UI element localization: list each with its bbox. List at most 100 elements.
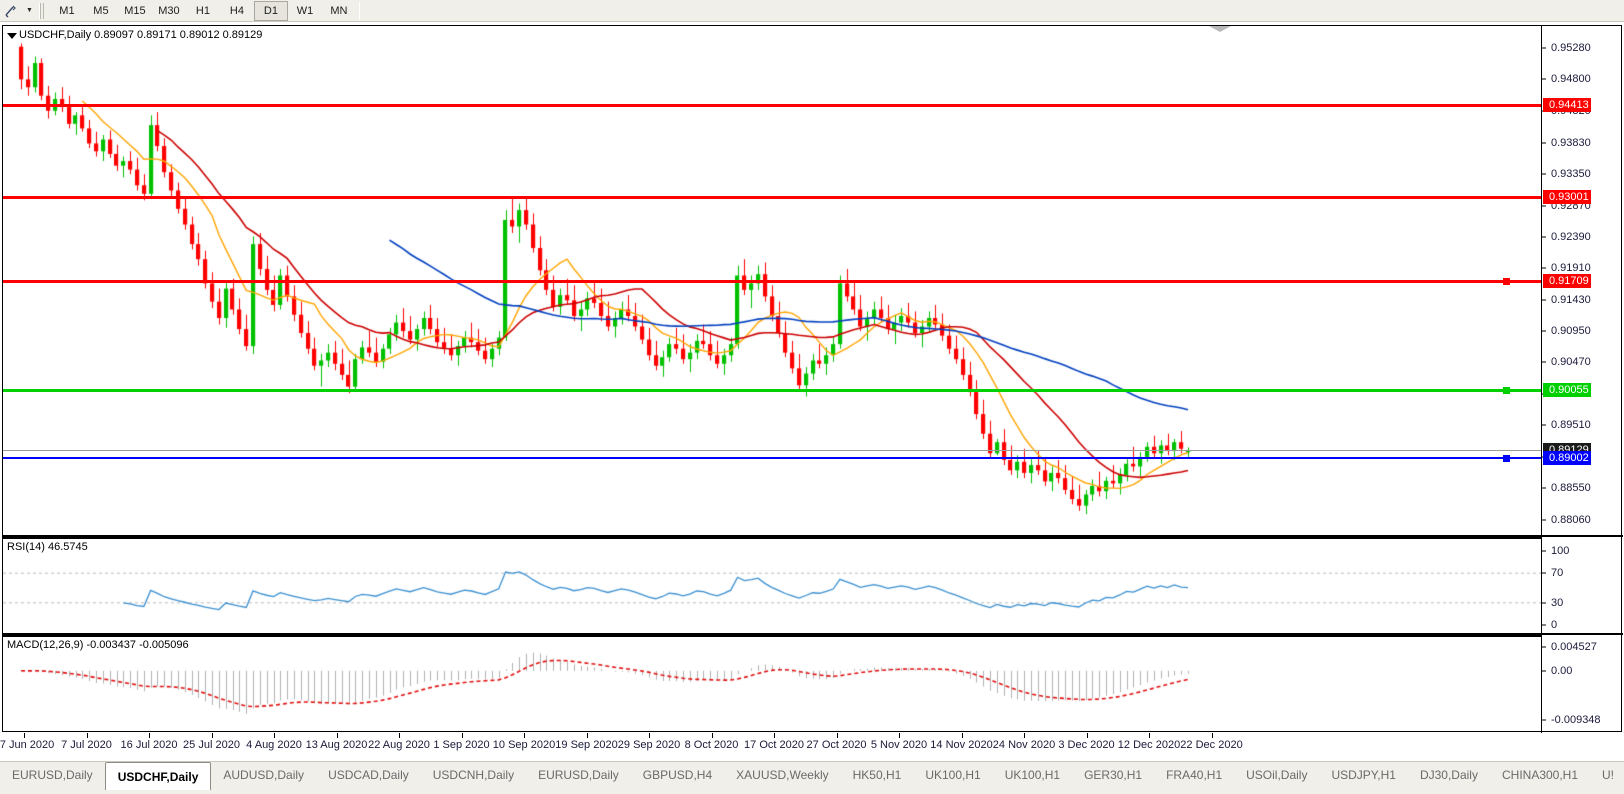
timeframe-button-w1[interactable]: W1 [296, 4, 314, 17]
price-axis-tick [1542, 519, 1546, 521]
chart-tab-usoil-daily[interactable]: USOil,Daily [1246, 768, 1308, 782]
price-level-label-red[interactable]: 0.94413 [1543, 97, 1591, 112]
chart-tab-usdcad-daily[interactable]: USDCAD,Daily [328, 768, 409, 782]
level-line-red[interactable] [3, 280, 1541, 284]
price-axis-tick [1542, 236, 1546, 238]
price-axis-label: 0.91910 [1551, 262, 1591, 275]
time-axis-label: 13 Aug 2020 [305, 739, 368, 751]
time-axis-tick [524, 733, 525, 738]
rsi-axis-tick [1542, 572, 1546, 574]
pane-separator-macd [3, 633, 1623, 635]
chart-tab-hk50-h1[interactable]: HK50,H1 [852, 768, 902, 782]
time-axis-label: 16 Jul 2020 [120, 739, 178, 751]
price-axis-tick [1542, 78, 1546, 80]
rsi-axis-tick [1542, 550, 1546, 552]
chart-tab-ger30-h1[interactable]: GER30,H1 [1084, 768, 1143, 782]
crosshair-cursor-icon[interactable] [0, 1, 22, 21]
level-line-green[interactable] [3, 388, 1541, 392]
rsi-axis-label: 100 [1551, 545, 1570, 557]
rsi-indicator-label: RSI(14) 46.5745 [7, 541, 88, 553]
price-pane[interactable] [3, 26, 1541, 534]
level-line-blue[interactable] [3, 457, 1541, 460]
price-axis-tick [1542, 361, 1546, 363]
rsi-axis-label: 30 [1551, 596, 1564, 609]
price-axis-tick [1542, 487, 1546, 489]
top-toolbar: ▼ M1 M5 M15 M30 H1 H4 D1 W1 MN [0, 0, 1624, 22]
price-axis-tick [1542, 267, 1546, 269]
time-axis-tick [586, 733, 588, 738]
time-axis-tick [899, 733, 900, 738]
timeframe-button-m15[interactable]: M15 [124, 4, 146, 17]
chart-window[interactable]: USDCHF,Daily 0.89097 0.89171 0.89012 0.8… [2, 25, 1623, 733]
toolbar-dropdown-caret[interactable]: ▼ [26, 7, 33, 14]
time-axis-label: 22 Dec 2020 [1180, 739, 1243, 751]
price-axis-label: 0.91430 [1551, 293, 1591, 306]
level-line-handle[interactable] [1503, 278, 1510, 286]
price-level-label-red[interactable]: 0.91709 [1543, 274, 1591, 289]
rsi-pane[interactable]: RSI(14) 46.5745 [3, 537, 1541, 633]
price-level-label-blue[interactable]: 0.89002 [1543, 451, 1591, 466]
price-axis-label: 0.92390 [1551, 230, 1591, 243]
price-axis-label: 0.90470 [1551, 356, 1591, 369]
chart-tab-usdcnh-daily[interactable]: USDCNH,Daily [432, 768, 515, 782]
chart-tab-uk100-h1[interactable]: UK100,H1 [1004, 768, 1061, 782]
macd-chart-canvas [3, 637, 1541, 732]
price-axis-label: 0.90950 [1551, 325, 1591, 338]
chart-tab-usdchf-daily[interactable]: USDCHF,Daily [104, 762, 212, 790]
price-axis-tick [1542, 173, 1546, 175]
timeframe-button-mn[interactable]: MN [330, 4, 348, 17]
rsi-chart-canvas [3, 539, 1541, 633]
time-axis-tick [1211, 733, 1213, 738]
timeframe-button-group: M1 M5 M15 M30 H1 H4 D1 W1 MN [50, 0, 356, 21]
timeframe-button-m30[interactable]: M30 [158, 4, 180, 17]
price-scale[interactable]: 0.952800.948000.943200.938300.933500.928… [1542, 26, 1623, 733]
macd-pane[interactable]: MACD(12,26,9) -0.003437 -0.005096 [3, 635, 1541, 732]
macd-axis-tick [1542, 719, 1546, 721]
toolbar-grip[interactable] [38, 2, 46, 19]
collapse-triangle-icon[interactable] [7, 33, 17, 39]
chart-tab-eurusd-daily[interactable]: EURUSD,Daily [12, 768, 93, 782]
level-line-red[interactable] [3, 195, 1541, 199]
time-axis-tick [149, 733, 150, 738]
time-axis-tick [211, 733, 213, 738]
time-axis-tick [274, 733, 275, 738]
price-chart-canvas[interactable] [3, 26, 1541, 534]
price-axis-tick [1542, 330, 1546, 332]
level-line-handle[interactable] [1503, 386, 1510, 394]
time-scale[interactable]: 27 Jun 2020 7 Jul 2020 16 Jul 2020 25 Jul 2… [0, 733, 1622, 759]
chart-tab-china300-h1[interactable]: CHINA300,H1 [1501, 768, 1579, 782]
timeframe-button-m5[interactable]: M5 [93, 4, 109, 17]
price-axis-divider [1541, 26, 1542, 733]
chart-scroll-thumb[interactable] [1209, 26, 1231, 32]
chart-tab-audusd-daily[interactable]: AUDUSD,Daily [223, 768, 305, 782]
chart-tab-eurusd-daily[interactable]: EURUSD,Daily [538, 768, 619, 782]
time-axis-label: 1 Sep 2020 [433, 739, 490, 751]
time-axis-tick [836, 733, 838, 738]
chart-tab-u![interactable]: U! [1602, 768, 1615, 782]
price-axis-label: 0.88060 [1551, 514, 1591, 526]
time-axis-label: 27 Oct 2020 [806, 739, 867, 751]
price-level-label-green[interactable]: 0.90055 [1543, 382, 1591, 397]
chart-tab-xauusd-weekly[interactable]: XAUUSD,Weekly [736, 768, 829, 782]
chart-symbol-ohlc-label: USDCHF,Daily 0.89097 0.89171 0.89012 0.8… [19, 29, 263, 41]
price-axis-tick [1542, 424, 1546, 426]
price-axis-label: 0.93350 [1551, 168, 1591, 181]
time-axis-label: 12 Dec 2020 [1117, 739, 1181, 751]
timeframe-button-h4[interactable]: H4 [229, 4, 244, 17]
level-line-handle[interactable] [1503, 455, 1510, 463]
level-line-red[interactable] [3, 103, 1541, 107]
timeframe-button-d1[interactable]: D1 [253, 0, 288, 21]
time-axis-tick [1024, 733, 1025, 738]
price-axis-label: 0.94800 [1551, 73, 1591, 86]
chart-tab-dj30-daily[interactable]: DJ30,Daily [1419, 768, 1478, 782]
chart-tab-uk100-h1[interactable]: UK100,H1 [925, 768, 981, 782]
price-level-label-red[interactable]: 0.93001 [1543, 189, 1591, 204]
time-axis-label: 24 Nov 2020 [992, 739, 1056, 751]
macd-axis-label: -0.009348 [1551, 714, 1601, 726]
chart-tab-gbpusd-h4[interactable]: GBPUSD,H4 [642, 768, 713, 782]
chart-tab-usdjpy-h1[interactable]: USDJPY,H1 [1331, 768, 1396, 782]
chart-tab-fra40-h1[interactable]: FRA40,H1 [1166, 768, 1223, 782]
price-axis-tick [1542, 299, 1546, 301]
timeframe-button-m1[interactable]: M1 [59, 4, 75, 17]
timeframe-button-h1[interactable]: H1 [195, 4, 210, 17]
